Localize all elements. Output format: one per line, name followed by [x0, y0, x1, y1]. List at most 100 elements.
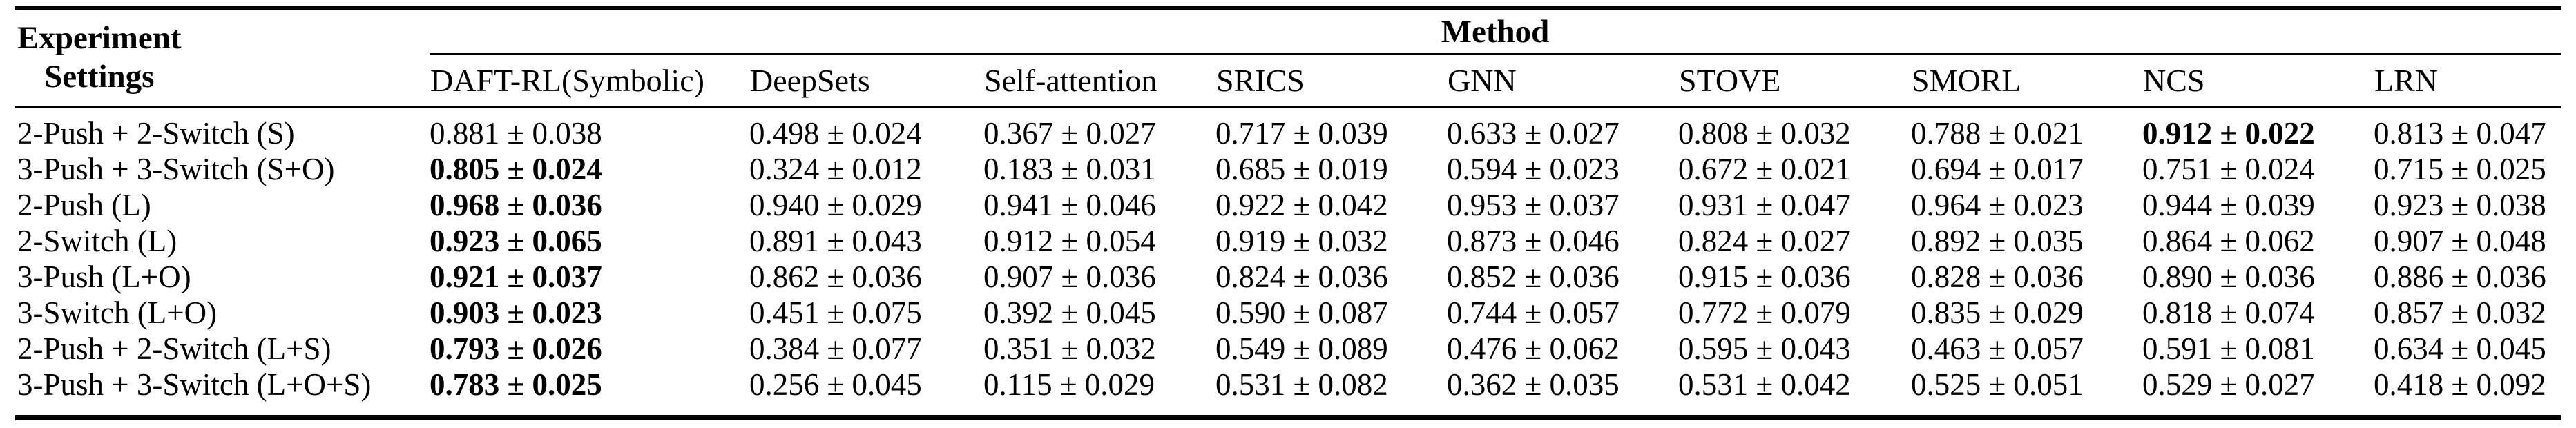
value-cell: 0.824 ± 0.027 — [1678, 224, 1851, 258]
table-row: 3-Push + 3-Switch (S+O) 0.805 ± 0.024 0.32… — [15, 151, 2561, 187]
value-cell: 0.921 ± 0.037 — [430, 260, 602, 294]
value-cell: 0.384 ± 0.077 — [749, 331, 922, 366]
row-setting-label: 3-Switch (L+O) — [17, 295, 218, 330]
col-header-deepsets: DeepSets — [749, 54, 983, 108]
value-cell: 0.595 ± 0.043 — [1678, 331, 1851, 366]
col-header-lrn: LRN — [2374, 54, 2561, 108]
value-cell: 0.367 ± 0.027 — [983, 116, 1156, 150]
value-cell: 0.923 ± 0.065 — [430, 224, 602, 258]
row-setting-label: 2-Push (L) — [17, 188, 151, 222]
experiment-settings-line2: Settings — [44, 59, 155, 95]
value-cell: 0.751 ± 0.024 — [2142, 152, 2315, 186]
value-cell: 0.256 ± 0.045 — [749, 367, 922, 402]
value-cell: 0.864 ± 0.062 — [2142, 224, 2315, 258]
value-cell: 0.694 ± 0.017 — [1911, 152, 2084, 186]
col-header-srics: SRICS — [1215, 54, 1447, 108]
table-header: Experiment Settings Method DAFT-RL(Symbo… — [15, 8, 2561, 108]
value-cell: 0.931 ± 0.047 — [1678, 188, 1851, 222]
table-row: 2-Switch (L) 0.923 ± 0.065 0.891 ± 0.043 0.… — [15, 223, 2561, 259]
value-cell: 0.835 ± 0.029 — [1911, 295, 2084, 330]
value-cell: 0.818 ± 0.074 — [2142, 295, 2315, 330]
col-header-stove: STOVE — [1678, 54, 1911, 108]
experiment-settings-header: Experiment Settings — [15, 8, 430, 108]
table-row: 2-Push + 2-Switch (S) 0.881 ± 0.038 0.498 … — [15, 107, 2561, 151]
value-cell: 0.824 ± 0.036 — [1215, 260, 1388, 294]
value-cell: 0.531 ± 0.082 — [1215, 367, 1388, 402]
value-cell: 0.857 ± 0.032 — [2374, 295, 2546, 330]
value-cell: 0.476 ± 0.062 — [1447, 331, 1619, 366]
value-cell: 0.498 ± 0.024 — [749, 116, 922, 150]
table-row: 3-Switch (L+O) 0.903 ± 0.023 0.451 ± 0.075… — [15, 295, 2561, 331]
table-row: 2-Push (L) 0.968 ± 0.036 0.940 ± 0.029 0.94… — [15, 187, 2561, 223]
value-cell: 0.886 ± 0.036 — [2374, 260, 2546, 294]
value-cell: 0.529 ± 0.027 — [2142, 367, 2315, 402]
value-cell: 0.919 ± 0.032 — [1215, 224, 1388, 258]
value-cell: 0.525 ± 0.051 — [1911, 367, 2084, 402]
value-cell: 0.808 ± 0.032 — [1678, 116, 1851, 150]
value-cell: 0.772 ± 0.079 — [1678, 295, 1851, 330]
value-cell: 0.783 ± 0.025 — [430, 367, 602, 402]
value-cell: 0.590 ± 0.087 — [1215, 295, 1388, 330]
value-cell: 0.891 ± 0.043 — [749, 224, 922, 258]
value-cell: 0.744 ± 0.057 — [1447, 295, 1619, 330]
value-cell: 0.923 ± 0.038 — [2374, 188, 2546, 222]
value-cell: 0.463 ± 0.057 — [1911, 331, 2084, 366]
value-cell: 0.788 ± 0.021 — [1911, 116, 2084, 150]
value-cell: 0.907 ± 0.036 — [983, 260, 1156, 294]
value-cell: 0.531 ± 0.042 — [1678, 367, 1851, 402]
value-cell: 0.912 ± 0.054 — [983, 224, 1156, 258]
value-cell: 0.907 ± 0.048 — [2374, 224, 2546, 258]
method-group-header: Method — [430, 8, 2561, 55]
value-cell: 0.968 ± 0.036 — [430, 188, 602, 222]
row-setting-label: 2-Push + 2-Switch (S) — [17, 116, 295, 150]
value-cell: 0.685 ± 0.019 — [1215, 152, 1388, 186]
group-header-row: Experiment Settings Method — [15, 8, 2561, 108]
table-row: 3-Push + 3-Switch (L+O+S) 0.783 ± 0.025 0.… — [15, 367, 2561, 418]
value-cell: 0.633 ± 0.027 — [1447, 116, 1619, 150]
value-cell: 0.351 ± 0.032 — [983, 331, 1156, 366]
value-cell: 0.594 ± 0.023 — [1447, 152, 1619, 186]
col-header-ncs: NCS — [2142, 54, 2374, 108]
table-body: 2-Push + 2-Switch (S) 0.881 ± 0.038 0.498 … — [15, 107, 2561, 418]
row-setting-label: 3-Push + 3-Switch (S+O) — [17, 152, 335, 186]
value-cell: 0.183 ± 0.031 — [983, 152, 1156, 186]
value-cell: 0.944 ± 0.039 — [2142, 188, 2315, 222]
value-cell: 0.903 ± 0.023 — [430, 295, 602, 330]
value-cell: 0.634 ± 0.045 — [2374, 331, 2546, 366]
col-header-gnn: GNN — [1447, 54, 1678, 108]
value-cell: 0.953 ± 0.037 — [1447, 188, 1619, 222]
results-table: Experiment Settings Method DAFT-RL(Symbo… — [15, 6, 2561, 420]
table-row: 2-Push + 2-Switch (L+S) 0.793 ± 0.026 0.38… — [15, 331, 2561, 367]
col-header-smorl: SMORL — [1911, 54, 2142, 108]
value-cell: 0.873 ± 0.046 — [1447, 224, 1619, 258]
value-cell: 0.964 ± 0.023 — [1911, 188, 2084, 222]
value-cell: 0.940 ± 0.029 — [749, 188, 922, 222]
value-cell: 0.362 ± 0.035 — [1447, 367, 1619, 402]
value-cell: 0.890 ± 0.036 — [2142, 260, 2315, 294]
row-setting-label: 3-Push + 3-Switch (L+O+S) — [17, 367, 372, 402]
experiment-settings-label: Experiment Settings — [17, 19, 182, 96]
table-row: 3-Push (L+O) 0.921 ± 0.037 0.862 ± 0.036 0.… — [15, 259, 2561, 295]
value-cell: 0.813 ± 0.047 — [2374, 116, 2546, 150]
row-setting-label: 2-Push + 2-Switch (L+S) — [17, 331, 331, 366]
col-header-daft-rl-symbolic: DAFT-RL(Symbolic) — [430, 54, 749, 108]
method-columns-row: DAFT-RL(Symbolic) DeepSets Self-attentio… — [15, 54, 2561, 108]
value-cell: 0.392 ± 0.045 — [983, 295, 1156, 330]
value-cell: 0.591 ± 0.081 — [2142, 331, 2315, 366]
value-cell: 0.852 ± 0.036 — [1447, 260, 1619, 294]
value-cell: 0.672 ± 0.021 — [1678, 152, 1851, 186]
row-setting-label: 2-Switch (L) — [17, 224, 177, 258]
value-cell: 0.912 ± 0.022 — [2142, 116, 2315, 150]
value-cell: 0.717 ± 0.039 — [1215, 116, 1388, 150]
value-cell: 0.418 ± 0.092 — [2374, 367, 2546, 402]
value-cell: 0.715 ± 0.025 — [2374, 152, 2546, 186]
value-cell: 0.549 ± 0.089 — [1215, 331, 1388, 366]
value-cell: 0.881 ± 0.038 — [430, 116, 602, 150]
col-header-self-attention: Self-attention — [983, 54, 1215, 108]
value-cell: 0.862 ± 0.036 — [749, 260, 922, 294]
value-cell: 0.793 ± 0.026 — [430, 331, 602, 366]
value-cell: 0.941 ± 0.046 — [983, 188, 1156, 222]
value-cell: 0.915 ± 0.036 — [1678, 260, 1851, 294]
value-cell: 0.324 ± 0.012 — [749, 152, 922, 186]
